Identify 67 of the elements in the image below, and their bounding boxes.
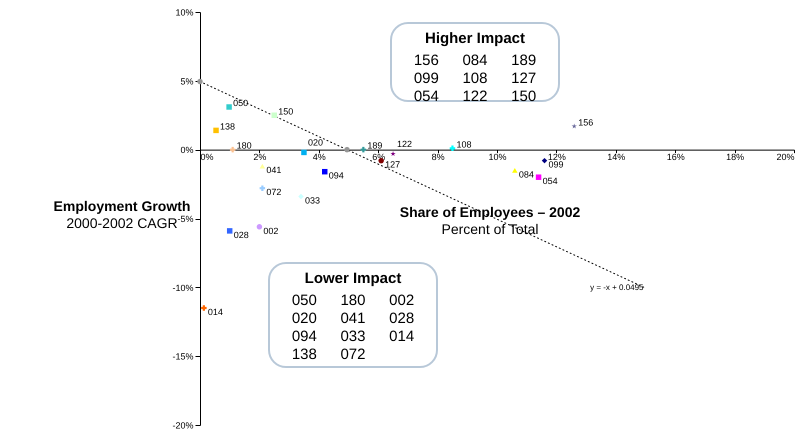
series-label: 138 [220,121,236,132]
x-tick-label: 8% [432,152,445,162]
series-label: 054 [542,176,558,186]
series-label: 020 [308,137,323,148]
series-label: 084 [518,169,534,180]
point [536,174,542,180]
point [512,168,518,173]
x-tick-label: 14% [607,152,626,162]
y-tick-label: -10% [172,282,194,293]
series-label: 099 [548,160,564,170]
point [322,168,328,174]
point [360,146,366,152]
point [213,128,219,134]
series-label: 033 [304,195,320,206]
series-label: 127 [385,160,400,170]
y-tick-label: -5% [177,214,194,224]
annotation: Lower Impact [304,270,402,287]
annotation: Percent of Total [441,221,539,237]
series-label: 072 [266,187,282,198]
text: 2000-2002 CAGR [66,215,178,231]
y-axis-title: Employment Growth [54,198,190,214]
series-label: 156 [578,117,594,128]
series-label: 189 [367,140,382,151]
x-tick-label: 16% [666,152,685,162]
point [226,104,232,110]
point [450,146,456,152]
series-label: 041 [266,165,282,176]
series-label: 028 [234,230,249,240]
y-tick-label: 10% [175,8,194,18]
series-label: 180 [236,140,252,151]
point [260,164,266,169]
annotation: y = -x + 0.0495 [590,283,644,292]
y-tick-label: 0% [180,145,194,156]
point [272,112,277,118]
point [344,146,350,152]
rounded-frame: Lower Impact 050 180 002 020 041 028 094 033 014 138 072 [268,262,438,368]
x-tick-label: 4% [312,152,326,162]
x-tick-label: 2% [253,152,266,162]
series-label: 122 [397,138,412,149]
y-tick-label: -20% [172,420,194,430]
series-label: 002 [263,226,278,236]
annotation: Higher Impact [424,30,526,47]
x-tick-label: 0% [200,152,214,162]
x-tick-label: 20% [776,152,794,162]
point [230,146,236,152]
rounded-frame: Higher Impact 156 084 189 099 108 127 054 122 150 [390,22,560,102]
x-tick-label: 18% [726,152,744,162]
y-tick-label: 5% [180,76,194,86]
series-label: 050 [233,98,248,108]
series-label: 108 [456,139,472,150]
point [201,305,207,311]
point [256,224,262,230]
x-tick-label: 12% [548,152,566,162]
point [226,228,232,234]
series-label: 150 [278,106,294,116]
y-tick-label: -15% [172,352,194,362]
series-label: 014 [208,306,223,317]
point [260,185,266,191]
x-axis-title: Share of Employees – 2002 [400,204,580,220]
point [542,158,548,164]
series-label: 094 [328,170,344,181]
point [390,151,396,156]
point [298,194,304,200]
point [301,150,307,156]
x-tick-label: 10% [488,152,507,162]
point [197,78,203,84]
point [572,124,577,128]
